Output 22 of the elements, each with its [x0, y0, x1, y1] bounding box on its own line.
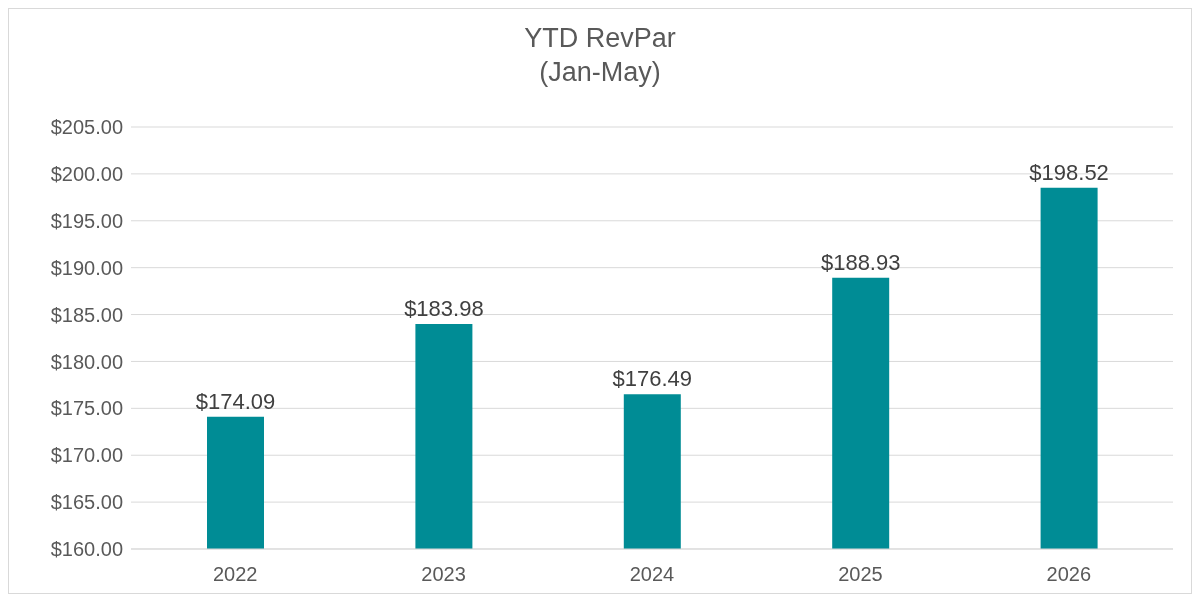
- y-tick-label: $170.00: [50, 444, 123, 467]
- chart-subtitle: (Jan-May): [538, 56, 662, 89]
- y-tick-label: $200.00: [50, 162, 123, 185]
- data-label: $198.52: [1029, 159, 1109, 185]
- x-tick-label: 2025: [838, 563, 883, 586]
- y-tick-label: $160.00: [50, 538, 123, 561]
- x-tick-label: 2023: [421, 563, 466, 586]
- y-tick-label: $165.00: [50, 491, 123, 514]
- y-tick-label: $185.00: [50, 303, 123, 326]
- y-tick-label: $190.00: [50, 256, 123, 279]
- data-label: $176.49: [612, 366, 693, 392]
- y-tick-label: $195.00: [50, 209, 123, 232]
- data-label: $188.93: [820, 249, 901, 275]
- chart-title: YTD RevPar: [523, 22, 677, 55]
- data-label: $174.09: [195, 388, 276, 414]
- y-tick-label: $175.00: [50, 397, 123, 420]
- data-label: $183.98: [404, 296, 484, 322]
- x-tick-label: 2024: [629, 563, 675, 586]
- x-tick-label: 2022: [212, 563, 258, 586]
- y-tick-label: $205.00: [50, 116, 123, 139]
- x-tick-label: 2026: [1046, 563, 1092, 586]
- y-tick-label: $180.00: [50, 350, 123, 373]
